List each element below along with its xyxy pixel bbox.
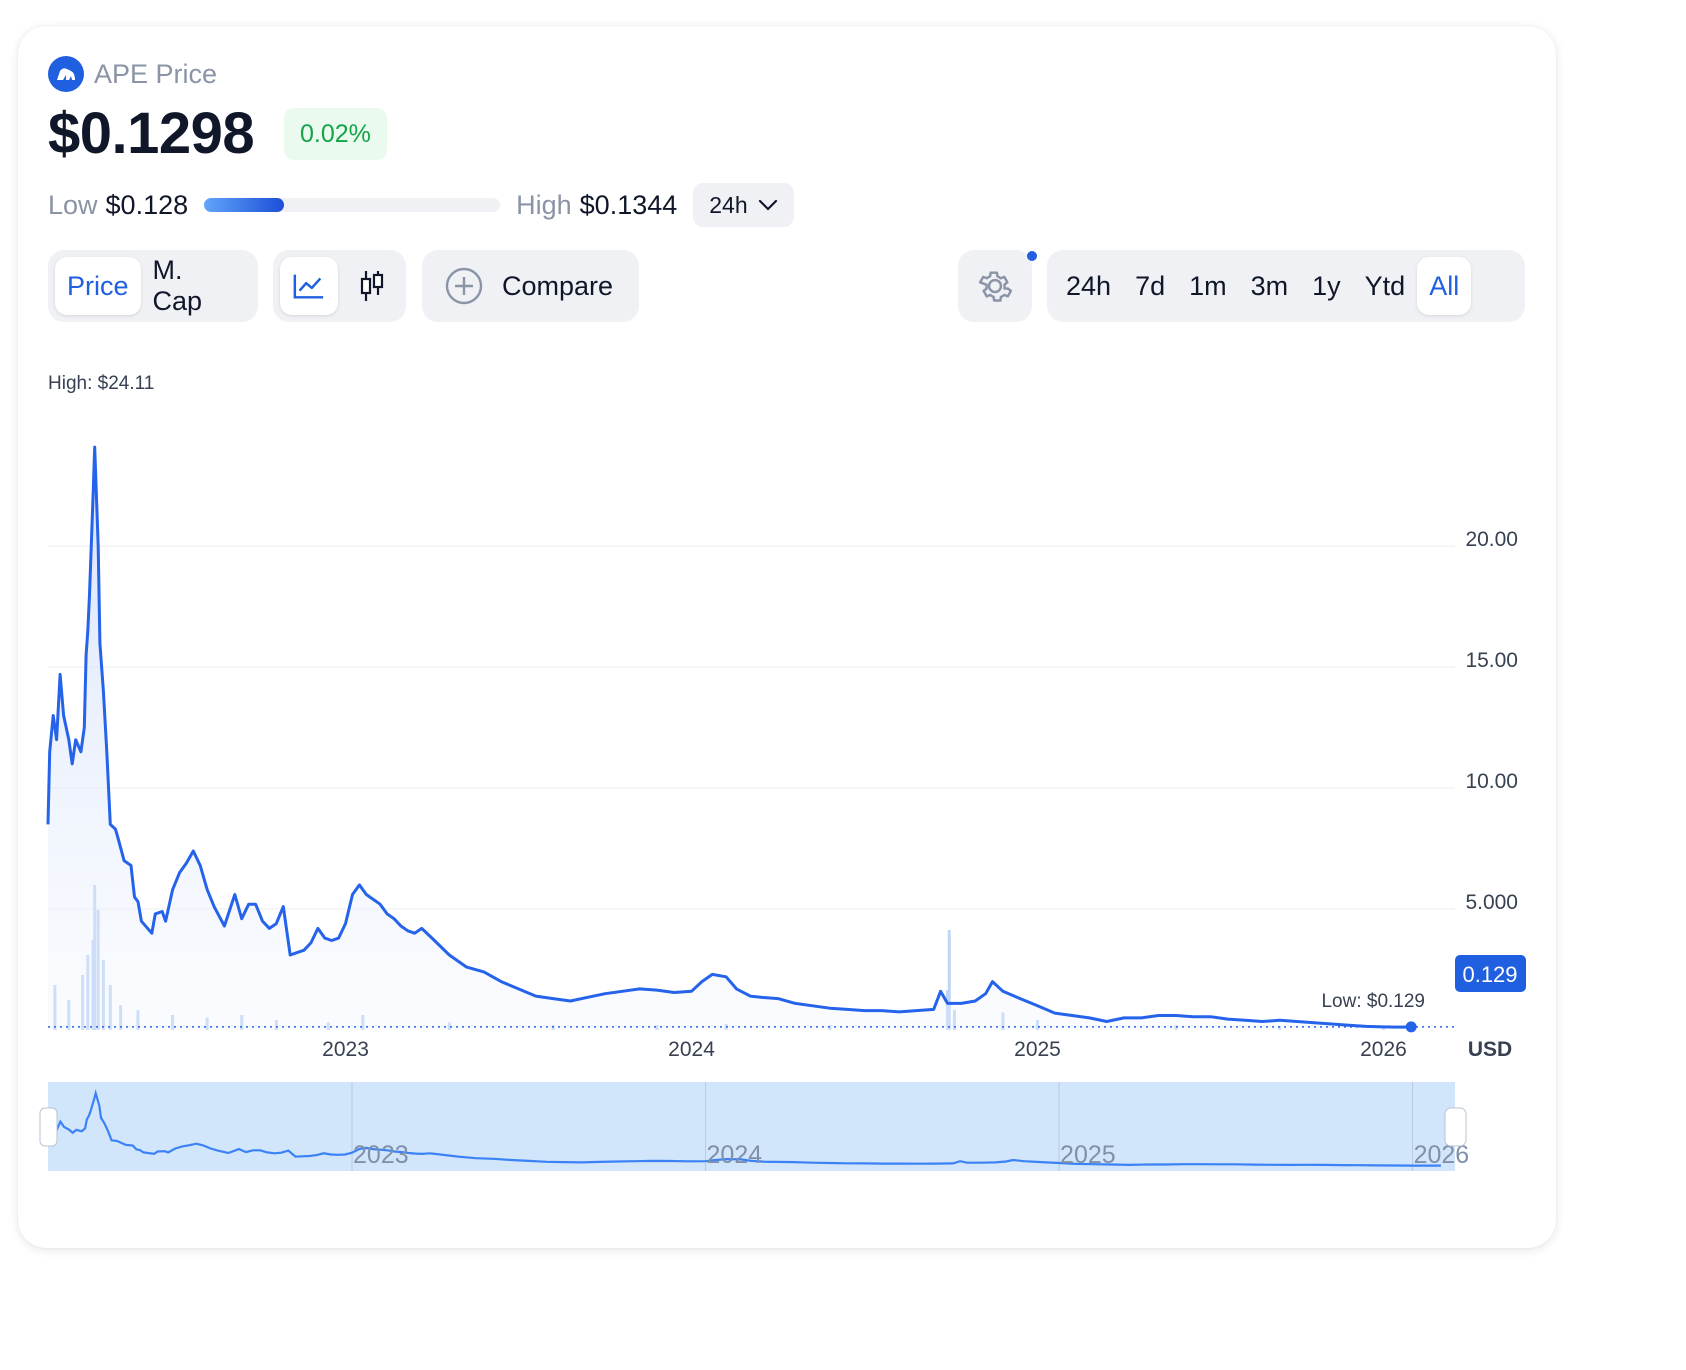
range-24h[interactable]: 24h <box>1066 270 1112 301</box>
time-range-toggle: 24h 7d 1m 3m 1y Ytd All <box>1047 250 1525 322</box>
coin-name: APE Price <box>94 58 218 89</box>
volume-bar <box>947 930 951 1030</box>
range-all[interactable]: All <box>1417 257 1472 315</box>
x-tick-label: 2026 <box>1360 1038 1407 1061</box>
y-tick-label: 5.000 <box>1465 891 1518 914</box>
compare-label: Compare <box>502 270 614 301</box>
low-value: $0.128 <box>105 189 189 220</box>
low-label: Low <box>48 189 98 220</box>
current-price: $0.1298 <box>48 101 255 166</box>
high-value: $0.1344 <box>579 189 678 220</box>
current-price-badge <box>1455 955 1526 992</box>
y-tick-label: 10.00 <box>1465 770 1518 793</box>
range-3m[interactable]: 3m <box>1250 270 1289 301</box>
gear-icon <box>978 271 1013 302</box>
price-line <box>46 445 1412 1029</box>
chevron-down-icon <box>758 199 777 211</box>
settings-indicator-dot <box>1027 251 1037 261</box>
chart-high-label: High: $24.11 <box>48 373 154 394</box>
tab-price[interactable]: Price <box>55 257 141 315</box>
metric-toggle: Price M. Cap <box>48 250 258 322</box>
navigator-tick-label: 2024 <box>707 1141 763 1169</box>
price-area <box>48 447 1412 1031</box>
x-tick-label: 2024 <box>668 1038 715 1061</box>
line-chart-button[interactable] <box>280 257 338 315</box>
range-ytd[interactable]: Ytd <box>1364 270 1406 301</box>
range-7d[interactable]: 7d <box>1135 270 1166 301</box>
current-price-badge-value: 0.129 <box>1462 962 1517 987</box>
chart-low-label: Low: $0.129 <box>1321 991 1425 1012</box>
navigator-right-handle[interactable] <box>1444 1107 1467 1147</box>
navigator-tick-label: 2023 <box>353 1141 409 1169</box>
ape-logo-icon <box>48 56 84 92</box>
coin-header: APE Price <box>48 56 217 92</box>
settings-button[interactable] <box>958 250 1032 322</box>
y-tick-label: 15.00 <box>1465 649 1518 672</box>
navigator-left-handle[interactable] <box>39 1107 58 1147</box>
currency-label: USD <box>1468 1038 1512 1061</box>
range-period-value: 24h <box>709 191 748 218</box>
candlestick-icon <box>360 271 383 301</box>
x-tick-label: 2023 <box>322 1038 369 1061</box>
current-price-dot <box>1405 1021 1417 1033</box>
navigator-tick-label: 2025 <box>1060 1141 1116 1169</box>
range-navigator[interactable]: 2023 2024 2025 2026 <box>39 1082 1469 1171</box>
range-1m[interactable]: 1m <box>1189 270 1227 301</box>
range-1y[interactable]: 1y <box>1312 270 1341 301</box>
compare-button[interactable]: Compare <box>422 250 639 322</box>
candlestick-button[interactable] <box>344 257 399 315</box>
tab-market-cap[interactable]: M. Cap <box>152 255 203 316</box>
range-period-select[interactable]: 24h <box>693 183 794 227</box>
navigator-line <box>46 1089 1441 1167</box>
high-label: High <box>516 189 572 220</box>
line-chart-icon <box>293 274 324 299</box>
x-tick-label: 2025 <box>1014 1038 1061 1061</box>
range-bar-fill <box>204 198 285 212</box>
range-bar <box>204 198 501 212</box>
price-card <box>18 26 1556 1248</box>
plus-circle-icon <box>445 267 483 305</box>
price-range-row: Low $0.128 High $0.1344 24h <box>48 183 794 227</box>
price-change-badge: 0.02% <box>284 108 387 160</box>
chart-type-toggle <box>273 250 406 322</box>
y-tick-label: 20.00 <box>1465 528 1518 551</box>
